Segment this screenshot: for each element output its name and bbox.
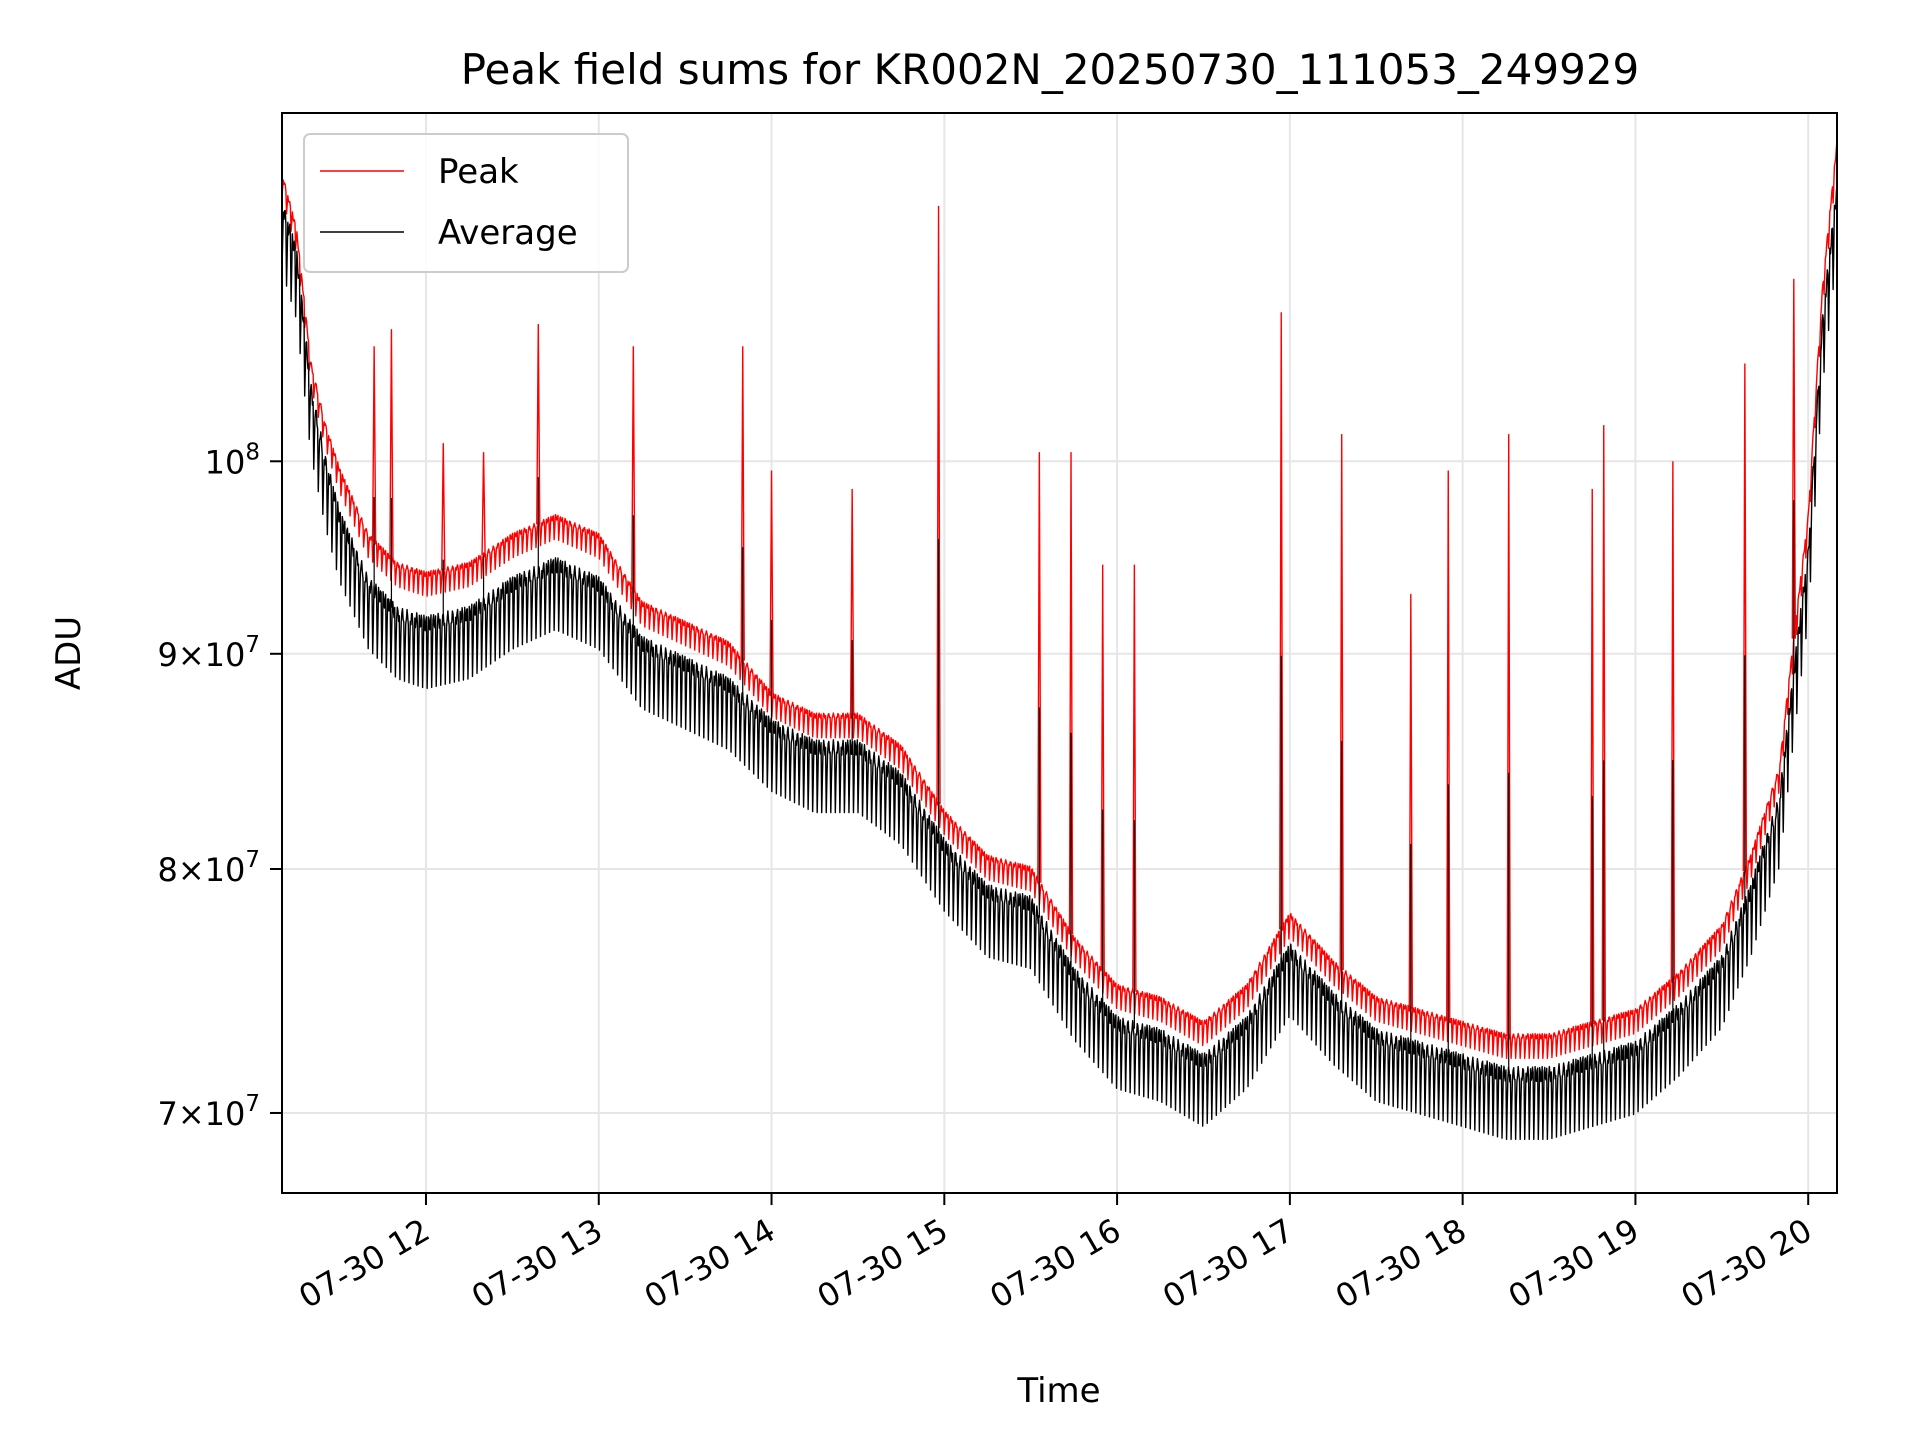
series-line-peak — [282, 141, 1837, 1060]
peak-spike — [389, 329, 394, 559]
peak-spike — [1670, 461, 1676, 980]
y-tick-exponent: 7 — [245, 1091, 260, 1117]
legend: Peak Average — [303, 133, 629, 273]
y-tick-mantissa: 9 — [157, 636, 177, 674]
peak-spike — [1068, 452, 1074, 935]
y-tick-exponent: 7 — [245, 632, 260, 658]
peak-spike — [1506, 434, 1511, 1037]
x-axis-label: Time — [1016, 1371, 1100, 1411]
peak-spike — [1037, 452, 1042, 883]
y-axis-label: ADU — [49, 616, 89, 690]
peak-spike — [1339, 434, 1344, 970]
peak-spike — [1279, 312, 1284, 930]
peak-spikes — [371, 205, 1797, 1075]
y-tick-label: 9×107 — [157, 632, 260, 674]
peak-spike — [481, 452, 486, 556]
peak-spike — [371, 346, 377, 542]
peak-spike — [740, 346, 745, 661]
peak-spike — [1742, 363, 1748, 872]
peak-spike — [1601, 425, 1606, 1021]
chart-title: Peak field sums for KR002N_20250730_1110… — [461, 45, 1640, 94]
y-tick-exponent: 8 — [245, 439, 260, 465]
peak-spike — [1100, 564, 1105, 971]
legend-label-average: Average — [438, 213, 578, 253]
peak-spike — [1132, 564, 1137, 992]
y-axis-ticks: 7×107 8×107 9×107 108 — [157, 439, 282, 1133]
peak-spike — [1791, 278, 1797, 639]
peak-spike — [936, 205, 941, 804]
y-tick-label: 7×107 — [157, 1091, 260, 1133]
peak-spike — [536, 324, 541, 525]
y-tick-exponent: 7 — [245, 847, 260, 873]
y-tick-label: 108 — [205, 439, 260, 481]
peak-spike — [1446, 470, 1451, 1020]
peak-spike — [1590, 488, 1595, 1024]
series-line-average — [282, 183, 1837, 1141]
peak-spike — [1408, 593, 1414, 1009]
legend-label-peak: Peak — [438, 152, 519, 192]
y-tick-label: 8×107 — [157, 847, 260, 889]
y-tick-mantissa: 7 — [157, 1095, 177, 1133]
legend-box — [303, 133, 629, 273]
y-tick-mantissa: 8 — [157, 851, 177, 889]
peak-spike — [769, 470, 774, 695]
peak-spike — [849, 488, 855, 716]
peak-spike — [441, 443, 446, 571]
peak-spike — [631, 346, 636, 590]
